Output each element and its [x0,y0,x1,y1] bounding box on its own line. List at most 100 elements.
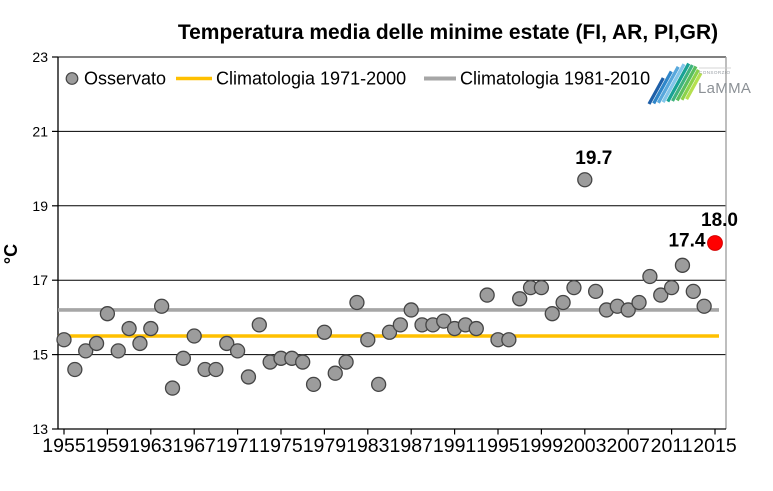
observed-point-1997 [512,291,528,307]
point-label-2015: 18.0 [701,210,738,231]
logo-lamma-text: LaMMA [698,80,751,97]
x-tick-label-1955: 1955 [42,435,86,457]
observed-point-1965 [164,380,181,396]
observed-point-2000 [544,306,560,322]
observed-point-2011 [663,279,680,296]
x-tick-label-2007: 2007 [607,435,650,457]
y-tick-label-21: 21 [32,123,48,139]
observed-point-2014 [696,298,712,314]
observed-point-1979 [316,324,333,340]
observed-point-1985 [381,324,398,340]
observed-point-1999 [533,279,550,296]
observed-point-1969 [208,361,224,378]
x-tick-label-1999: 1999 [520,435,563,457]
observed-point-2008 [631,294,647,311]
observed-point-2004 [588,283,604,300]
observed-point-1978 [305,376,322,393]
x-tick-label-1963: 1963 [129,435,172,457]
logo-stripe [652,70,673,105]
lamma-logo: CONSORZIO LaMMA [647,62,751,105]
observed-point-1956 [67,361,83,378]
logo-stripe [671,64,694,102]
observed-point-1987 [403,302,419,318]
legend-item-osservato: Osservato [65,69,166,89]
observed-point-1959 [99,306,116,322]
y-tick-label-19: 19 [32,198,48,214]
legend-item-climatologia-1981-2010: Climatologia 1981-2010 [424,69,650,89]
x-tick-label-1967: 1967 [173,435,216,457]
logo-stripe [647,77,665,105]
x-tick-label-1971: 1971 [216,435,259,457]
observed-point-1955 [56,332,72,348]
observed-point-1973 [251,317,267,333]
observed-point-1980 [327,365,343,381]
x-tick-label-2003: 2003 [563,435,606,457]
observed-point-1970 [219,335,235,352]
observed-point-1964 [153,298,170,314]
y-tick-label-13: 13 [32,421,48,437]
observed-point-1996 [501,332,517,348]
observed-point-1990 [436,313,452,329]
observed-point-1977 [295,354,311,370]
y-tick-label-17: 17 [32,272,48,288]
y-tick-label-23: 23 [32,49,48,65]
logo-stripe [656,66,680,104]
y-axis: 13 15 17 19 21 23 [32,49,58,437]
observed-point-2003 [577,172,593,188]
logo-stripe [675,65,698,102]
observed-marker-icon [65,72,79,85]
observed-point-1971 [229,343,246,359]
observed-point-1960 [110,343,126,359]
observed-series [56,172,712,396]
y-tick-label-15: 15 [32,347,48,363]
observed-point-1963 [143,320,159,337]
observed-point-2013 [685,283,701,300]
observed-point-1993 [468,320,484,337]
x-tick-label-1991: 1991 [433,435,476,457]
legend-label-osservato: Osservato [84,69,166,89]
observed-point-1981 [338,354,354,370]
observed-point-1986 [392,317,409,333]
observed-point-1994 [479,287,495,303]
logo-stripes-icon [647,62,703,105]
legend-item-climatologia-1971-2000: Climatologia 1971-2000 [176,69,406,89]
x-tick-label-1995: 1995 [476,435,520,457]
observed-point-2012 [674,257,691,273]
observed-point-1957 [78,343,94,359]
legend: Osservato Climatologia 1971-2000 Climatolo… [65,69,650,89]
observed-point-2001 [555,294,571,311]
logo-stripe [666,62,691,103]
x-tick-label-1983: 1983 [346,435,389,457]
observed-point-2010 [653,287,669,303]
observed-point-1961 [121,320,137,337]
x-tick-label-1979: 1979 [303,435,346,457]
observed-point-2002 [566,279,582,296]
x-tick-label-1959: 1959 [86,435,129,457]
observed-point-1966 [175,350,192,366]
x-tick-label-2015: 2015 [693,435,737,457]
highlight-point-2015 [707,235,723,251]
legend-label-climatologia-1971-2000: Climatologia 1971-2000 [216,69,406,89]
legend-label-climatologia-1981-2010: Climatologia 1981-2010 [460,69,650,89]
x-tick-label-1987: 1987 [390,435,433,457]
observed-point-2009 [642,268,658,285]
observed-point-1962 [132,335,148,352]
logo-stripe [661,63,686,103]
observed-point-1984 [370,376,387,393]
observed-point-1972 [240,369,257,385]
observed-point-2007 [620,302,636,318]
logo-consorzio-text: CONSORZIO [699,70,730,75]
point-label-2012: 17.4 [668,230,705,251]
observed-point-1967 [186,328,202,344]
y-axis-title: °C [1,244,21,264]
point-label-2003: 19.7 [575,148,612,169]
observed-point-1982 [349,294,365,311]
observed-point-1958 [88,335,105,352]
observed-point-1983 [360,332,376,348]
logo-stripe [685,72,703,100]
chart-title: Temperatura media delle minime estate (F… [178,21,718,44]
x-tick-label-1975: 1975 [259,435,303,457]
x-axis: 1955 1959 1963 1967 1971 1975 1979 1983 1987 1991… [42,429,737,457]
